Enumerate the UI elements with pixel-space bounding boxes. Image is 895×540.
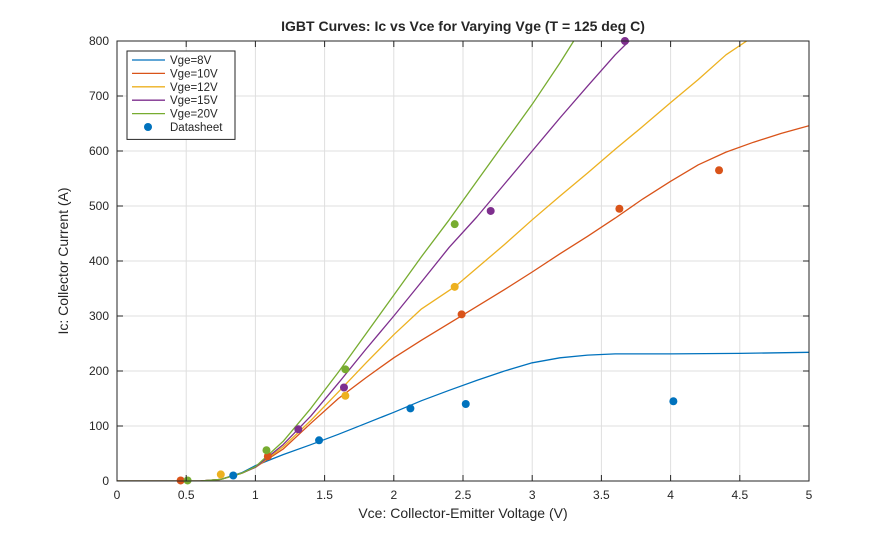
datasheet-point (406, 404, 415, 413)
y-tick-label: 200 (89, 364, 109, 378)
x-tick-label: 5 (806, 488, 813, 502)
legend-entry-label: Vge=20V (170, 109, 218, 121)
datasheet-point (176, 476, 185, 485)
x-axis-label: Vce: Collector-Emitter Voltage (V) (358, 505, 567, 521)
chart-title: IGBT Curves: Ic vs Vce for Varying Vge (… (281, 18, 645, 34)
x-tick-label: 2.5 (455, 488, 472, 502)
datasheet-point (450, 282, 459, 291)
y-tick-label: 300 (89, 309, 109, 323)
x-tick-label: 0 (114, 488, 121, 502)
y-tick-label: 700 (89, 89, 109, 103)
x-tick-label: 4.5 (731, 488, 748, 502)
y-tick-label: 800 (89, 34, 109, 48)
x-tick-label: 0.5 (178, 488, 195, 502)
legend-entry-label: Vge=8V (170, 55, 212, 67)
x-tick-label: 1 (252, 488, 259, 502)
datasheet-point (315, 436, 324, 445)
y-tick-label: 600 (89, 144, 109, 158)
datasheet-point (294, 425, 303, 434)
x-tick-label: 3 (529, 488, 536, 502)
datasheet-point (339, 383, 348, 392)
datasheet-point (341, 391, 350, 400)
datasheet-point (229, 471, 238, 480)
datasheet-point (669, 397, 678, 406)
datasheet-point (615, 204, 624, 213)
x-tick-label: 2 (390, 488, 397, 502)
x-tick-label: 4 (667, 488, 674, 502)
x-tick-label: 3.5 (593, 488, 610, 502)
datasheet-point (262, 446, 271, 455)
datasheet-point (263, 452, 272, 461)
ticks: 0 0.5 1 1.5 2 2.5 3 3.5 4 4.5 5 0 100 200 300 400 500 600… (89, 34, 813, 502)
datasheet-point (450, 220, 459, 229)
datasheet-point (341, 365, 350, 374)
datasheet-point (461, 400, 470, 408)
datasheet-point (183, 476, 192, 485)
y-axis-label: Ic: Collector Current (A) (55, 187, 71, 334)
y-tick-label: 400 (89, 254, 109, 268)
y-tick-label: 100 (89, 419, 109, 433)
datasheet-point (216, 470, 225, 479)
datasheet-point (457, 310, 466, 319)
legend-entry-label: Vge=10V (170, 68, 218, 80)
legend-entry-label: Datasheet (170, 122, 223, 134)
legend-entry-label: Vge=12V (170, 82, 218, 94)
legend-entry-label: Vge=15V (170, 95, 218, 107)
marker-layer (176, 37, 724, 485)
x-tick-label: 1.5 (316, 488, 333, 502)
y-tick-label: 0 (102, 474, 109, 488)
y-tick-label: 500 (89, 199, 109, 213)
legend-marker-swatch (144, 123, 152, 131)
datasheet-point (715, 166, 724, 175)
datasheet-point (486, 206, 495, 215)
